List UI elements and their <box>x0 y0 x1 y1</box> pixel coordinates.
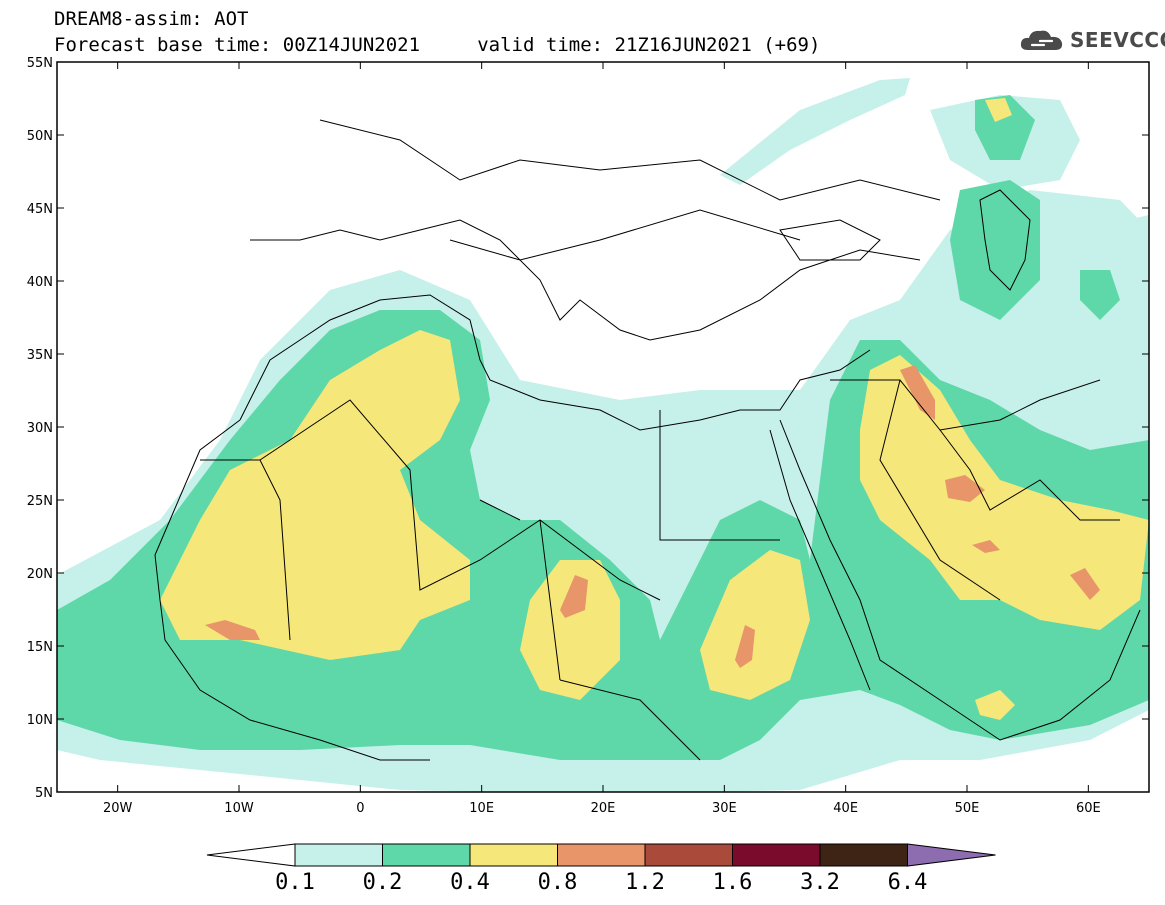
lat-tick-label: 45N <box>27 202 53 217</box>
aot-level-0.4-sudan <box>700 550 810 700</box>
lat-tick-label: 50N <box>27 129 53 144</box>
aot-level-0.8-iraq <box>900 365 935 420</box>
lat-tick-label: 15N <box>27 640 53 655</box>
aot-level-0.4-horn <box>975 690 1015 720</box>
colorbar-label: 3.2 <box>800 870 840 895</box>
colorbar-under-arrow <box>206 843 296 867</box>
lon-tick-label: 60E <box>1076 801 1101 816</box>
logo-text: SEEVCCC <box>1070 28 1165 52</box>
seevccc-logo: SEEVCCC <box>1018 26 1165 56</box>
colorbar-swatch <box>732 843 821 867</box>
cloud-icon <box>1020 30 1063 50</box>
aot-level-0.2-east <box>1080 270 1120 320</box>
colorbar <box>206 843 996 867</box>
colorbar-swatch <box>644 843 733 867</box>
coastline-red-sea-west <box>769 429 871 691</box>
aot-level-0.8-sudan <box>735 625 755 668</box>
lat-tick-label: 10N <box>27 713 53 728</box>
lon-tick-label: 30E <box>712 801 737 816</box>
aot-level-0.1-north <box>720 78 910 185</box>
aot-level-0.4-chad <box>520 560 620 700</box>
coastline-red-sea <box>779 419 1141 741</box>
colorbar-label: 1.2 <box>625 870 665 895</box>
colorbar-label: 6.4 <box>887 870 928 895</box>
border-sahara <box>200 399 780 761</box>
lon-tick-label: 50E <box>955 801 980 816</box>
colorbar-label: 0.2 <box>362 870 403 895</box>
lon-tick-label: 0 <box>356 801 364 816</box>
aot-level-0.4-west-sahara <box>160 330 470 660</box>
coastline-europe <box>250 219 921 341</box>
border-middle-east <box>830 379 1101 601</box>
aot-level-0.4-kazakh <box>985 98 1012 122</box>
colorbar-label: 0.4 <box>450 870 490 895</box>
forecast-times: Forecast base time: 00Z14JUN2021 valid t… <box>54 34 821 56</box>
colorbar-label: 0.1 <box>275 870 315 895</box>
lat-tick-label: 25N <box>27 494 53 509</box>
aot-level-0.8-chad <box>560 575 588 618</box>
colorbar-swatch <box>819 843 908 867</box>
border-europe <box>319 119 941 261</box>
lat-tick-label: 55N <box>27 56 53 71</box>
aot-level-0.8-oman <box>1070 568 1100 600</box>
lon-tick-label: 20W <box>103 801 133 816</box>
caspian-sea <box>979 189 1031 291</box>
lat-tick-label: 30N <box>27 421 53 436</box>
colorbar-swatch <box>382 843 471 867</box>
lon-tick-label: 20E <box>591 801 616 816</box>
aot-level-0.4-arabia <box>860 355 1149 630</box>
latitude-axis: 55N 50N 45N 40N 35N 30N 25N 20N 15N 10N 5N <box>27 56 1149 801</box>
lat-tick-label: 20N <box>27 567 53 582</box>
aot-level-0.8-rubkhali <box>972 540 1000 553</box>
lon-tick-label: 40E <box>833 801 858 816</box>
coastline-west-africa <box>154 419 430 761</box>
coastline-gulf <box>939 429 1120 521</box>
aot-level-0.8-mali <box>205 620 260 640</box>
lon-tick-label: 10E <box>469 801 494 816</box>
colorbar-label: 1.6 <box>712 870 753 895</box>
lon-tick-label: 10W <box>224 801 254 816</box>
aot-level-0.8-gulf <box>945 475 985 502</box>
lat-tick-label: 40N <box>27 275 53 290</box>
aot-level-0.2-black-sea-north <box>950 180 1040 320</box>
colorbar-swatch <box>557 843 646 867</box>
colorbar-swatch <box>294 843 383 867</box>
colorbar-over-arrow <box>907 843 996 867</box>
lat-tick-label: 35N <box>27 348 53 363</box>
black-sea <box>779 219 881 261</box>
map-title: DREAM8-assim: AOT <box>54 8 249 30</box>
coastline-north-africa <box>239 294 871 431</box>
aot-level-0.2-kazakh <box>975 95 1035 160</box>
country-borders <box>154 119 1141 761</box>
colorbar-label: 0.8 <box>537 870 578 895</box>
longitude-axis: 20W 10W 0 10E 20E 30E 40E 50E 60E <box>103 62 1101 816</box>
lat-tick-label: 5N <box>35 786 53 801</box>
colorbar-swatch <box>469 843 558 867</box>
